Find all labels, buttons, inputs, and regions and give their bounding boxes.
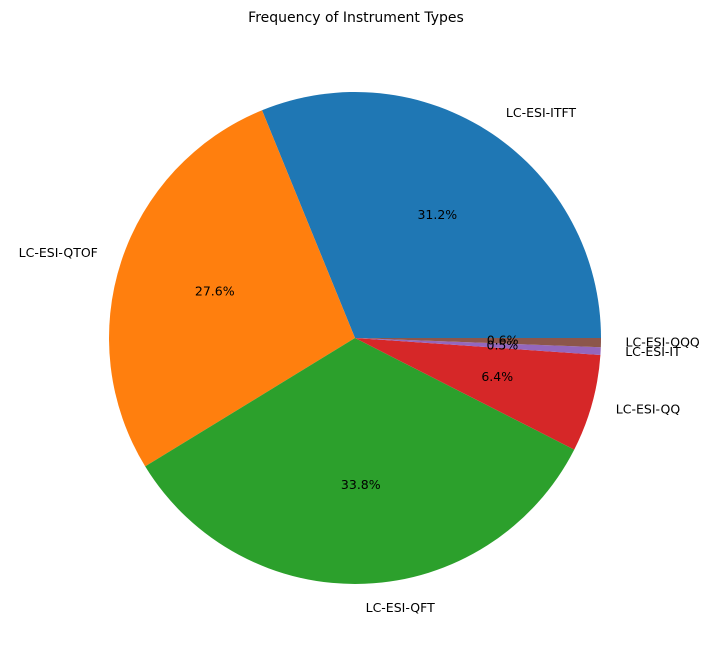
pie-labels: LC-ESI-ITFT 31.2% LC-ESI-QTOF 27.6% LC-ESI-Q…	[19, 105, 700, 615]
percent-label-lc-esi-qtof: 27.6%	[195, 283, 235, 298]
slice-label-lc-esi-itft: LC-ESI-ITFT	[506, 105, 577, 120]
pie-slice-lc-esi-qq	[355, 338, 601, 450]
percent-label-lc-esi-qq: 6.4%	[481, 369, 513, 384]
pie-slice-lc-esi-qtof	[109, 110, 356, 467]
slice-label-lc-esi-it: LC-ESI-IT	[625, 344, 681, 359]
percent-label-lc-esi-it: 0.5%	[487, 337, 519, 352]
slice-label-lc-esi-qq: LC-ESI-QQ	[616, 402, 681, 417]
slice-label-lc-esi-qft: LC-ESI-QFT	[366, 600, 435, 615]
percent-label-lc-esi-qqq: 0.6%	[487, 332, 519, 347]
pie-slice-lc-esi-qft	[145, 338, 575, 584]
slice-label-lc-esi-qtof: LC-ESI-QTOF	[19, 245, 98, 260]
pie-slice-lc-esi-qqq	[355, 338, 601, 348]
pie-slices	[109, 92, 601, 584]
slice-label-lc-esi-qqq: LC-ESI-QQQ	[626, 335, 700, 350]
pie-slice-lc-esi-it	[355, 338, 601, 355]
percent-label-lc-esi-itft: 31.2%	[417, 207, 457, 222]
chart-title: Frequency of Instrument Types	[248, 10, 464, 26]
percent-label-lc-esi-qft: 33.8%	[341, 477, 381, 492]
pie-slice-lc-esi-itft	[262, 92, 601, 338]
